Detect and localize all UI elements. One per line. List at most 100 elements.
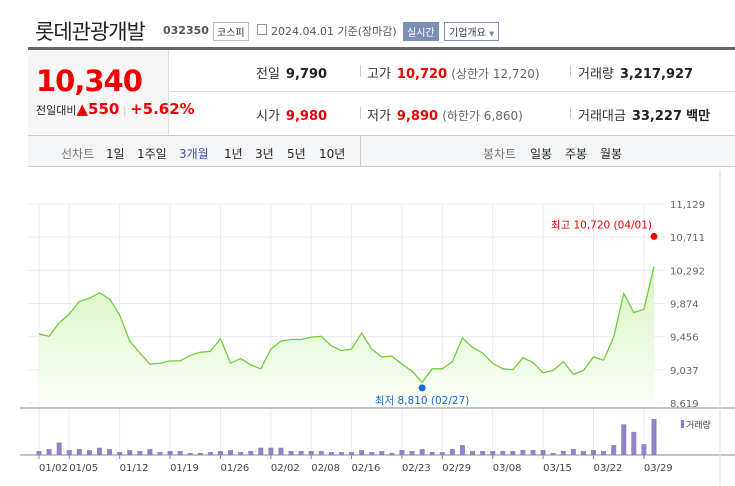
period-1y[interactable]: 1년 bbox=[224, 147, 243, 161]
prev-value: 9,790 bbox=[285, 67, 328, 82]
volume-bar bbox=[449, 449, 455, 455]
y-tick-label: 9,456 bbox=[670, 333, 699, 344]
volume-bar bbox=[580, 451, 586, 455]
open-value: 9,980 bbox=[285, 109, 328, 124]
y-tick-label: 10,292 bbox=[670, 266, 705, 277]
volume-bar bbox=[439, 452, 445, 455]
volume-bar bbox=[328, 452, 334, 455]
volume-bar bbox=[288, 451, 294, 455]
volume-bar bbox=[621, 424, 627, 455]
period-3y[interactable]: 3년 bbox=[255, 147, 274, 161]
volume-bar bbox=[399, 450, 405, 455]
volume-bar bbox=[540, 450, 546, 455]
x-tick-label: 01/05 bbox=[69, 463, 98, 474]
prev-label: 전일 bbox=[256, 67, 280, 82]
x-tick-label: 03/29 bbox=[644, 463, 673, 474]
x-tick-label: 02/08 bbox=[311, 463, 340, 474]
volume-bar bbox=[248, 451, 254, 455]
realtime-button[interactable]: 실시간 bbox=[403, 22, 439, 41]
x-tick-label: 03/22 bbox=[594, 463, 623, 474]
amount-label: 거래대금 bbox=[578, 109, 626, 124]
open-label: 시가 bbox=[256, 109, 280, 124]
change-label: 전일대비 bbox=[36, 104, 77, 117]
volume-bar bbox=[530, 450, 536, 455]
volume-bar bbox=[369, 452, 375, 455]
volume-bar bbox=[611, 445, 617, 455]
volume-bar bbox=[560, 451, 566, 455]
volume-bar bbox=[591, 450, 597, 455]
volume-bar bbox=[46, 449, 52, 455]
company-overview-label: 기업개요 bbox=[449, 28, 486, 39]
low-annotation: 최저 8,810 (02/27) bbox=[375, 395, 470, 407]
price-line bbox=[38, 266, 655, 384]
volume-bar bbox=[298, 451, 304, 455]
volume-bar bbox=[631, 431, 637, 455]
volume-bar bbox=[137, 451, 143, 455]
volume-bar bbox=[651, 419, 657, 455]
period-1w[interactable]: 1주일 bbox=[137, 147, 167, 161]
period-1d[interactable]: 1일 bbox=[106, 147, 125, 161]
volume-bar bbox=[258, 447, 264, 455]
stock-code: 032350 bbox=[163, 24, 209, 37]
volume-bar bbox=[490, 451, 496, 455]
period-3m[interactable]: 3개월 bbox=[179, 147, 209, 161]
volume-bar bbox=[570, 449, 576, 455]
volume-bar bbox=[308, 451, 314, 455]
price-panel bbox=[28, 50, 169, 135]
volume-bar bbox=[187, 453, 193, 455]
y-tick-label: 8,619 bbox=[670, 399, 699, 410]
volume-bar bbox=[349, 452, 355, 455]
volume-bar bbox=[480, 451, 486, 455]
line-chart-label: 선차트 bbox=[61, 147, 95, 161]
volume-bar bbox=[268, 447, 274, 455]
volume-bar bbox=[96, 447, 102, 455]
y-tick-label: 11,129 bbox=[670, 200, 705, 211]
x-tick-label: 02/23 bbox=[402, 463, 431, 474]
volume-bar bbox=[217, 451, 223, 455]
quote-row-2: 시가 9,980 저가 9,890 (하한가 6,860) 거래대금 33,227 백… bbox=[170, 92, 735, 135]
calendar-icon bbox=[257, 24, 267, 35]
volume-bar bbox=[379, 451, 385, 455]
upper-limit: (상한가 12,720) bbox=[451, 67, 540, 81]
divider bbox=[360, 136, 361, 166]
amount-unit: 백만 bbox=[686, 109, 711, 124]
volume-bar bbox=[419, 449, 425, 455]
x-tick-label: 01/12 bbox=[120, 463, 149, 474]
volume-bar bbox=[409, 451, 415, 455]
volume-legend-swatch bbox=[681, 420, 684, 428]
candle-weekly[interactable]: 주봉 bbox=[565, 147, 588, 161]
volume-bar bbox=[338, 452, 344, 455]
low-value: 9,890 bbox=[396, 109, 439, 124]
amount-value: 33,227 bbox=[631, 109, 683, 124]
high-label: 고가 bbox=[367, 67, 391, 82]
volume-bar bbox=[601, 451, 607, 455]
candle-daily[interactable]: 일봉 bbox=[530, 147, 553, 161]
candle-monthly[interactable]: 월봉 bbox=[600, 147, 623, 161]
volume-bar bbox=[500, 451, 506, 455]
volume-bar bbox=[127, 450, 133, 455]
volume-bar bbox=[167, 451, 173, 455]
volume-bar bbox=[359, 450, 365, 455]
period-5y[interactable]: 5년 bbox=[287, 147, 306, 161]
market-badge: 코스피 bbox=[213, 22, 249, 41]
y-tick-label: 10,711 bbox=[670, 233, 705, 244]
high-annotation: 최고 10,720 (04/01) bbox=[551, 219, 652, 231]
x-tick-label: 02/29 bbox=[442, 463, 471, 474]
volume-bar bbox=[117, 452, 123, 455]
volume-bar bbox=[550, 453, 556, 455]
period-10y[interactable]: 10년 bbox=[319, 147, 346, 161]
volume-bar bbox=[147, 449, 153, 455]
volume-bar bbox=[107, 449, 113, 455]
x-tick-label: 01/26 bbox=[220, 463, 249, 474]
low-label: 저가 bbox=[367, 109, 391, 124]
price-chart: 11,129 10,711 10,292 9,874 9,456 9,037 8,619 01… bbox=[20, 170, 735, 486]
volume-bar bbox=[207, 452, 213, 455]
triangle-up-icon: ▲ bbox=[76, 100, 89, 118]
price-change: 전일대비▲550 | +5.62% bbox=[36, 100, 195, 118]
volume-bar bbox=[228, 450, 234, 455]
x-tick-label: 03/15 bbox=[543, 463, 572, 474]
volume-bar bbox=[157, 452, 163, 455]
company-overview-dropdown[interactable]: 기업개요 ▼ bbox=[444, 22, 500, 41]
volume-bar bbox=[278, 447, 284, 455]
as-of-date: 2024.04.01 기준(장마감) bbox=[271, 25, 397, 38]
